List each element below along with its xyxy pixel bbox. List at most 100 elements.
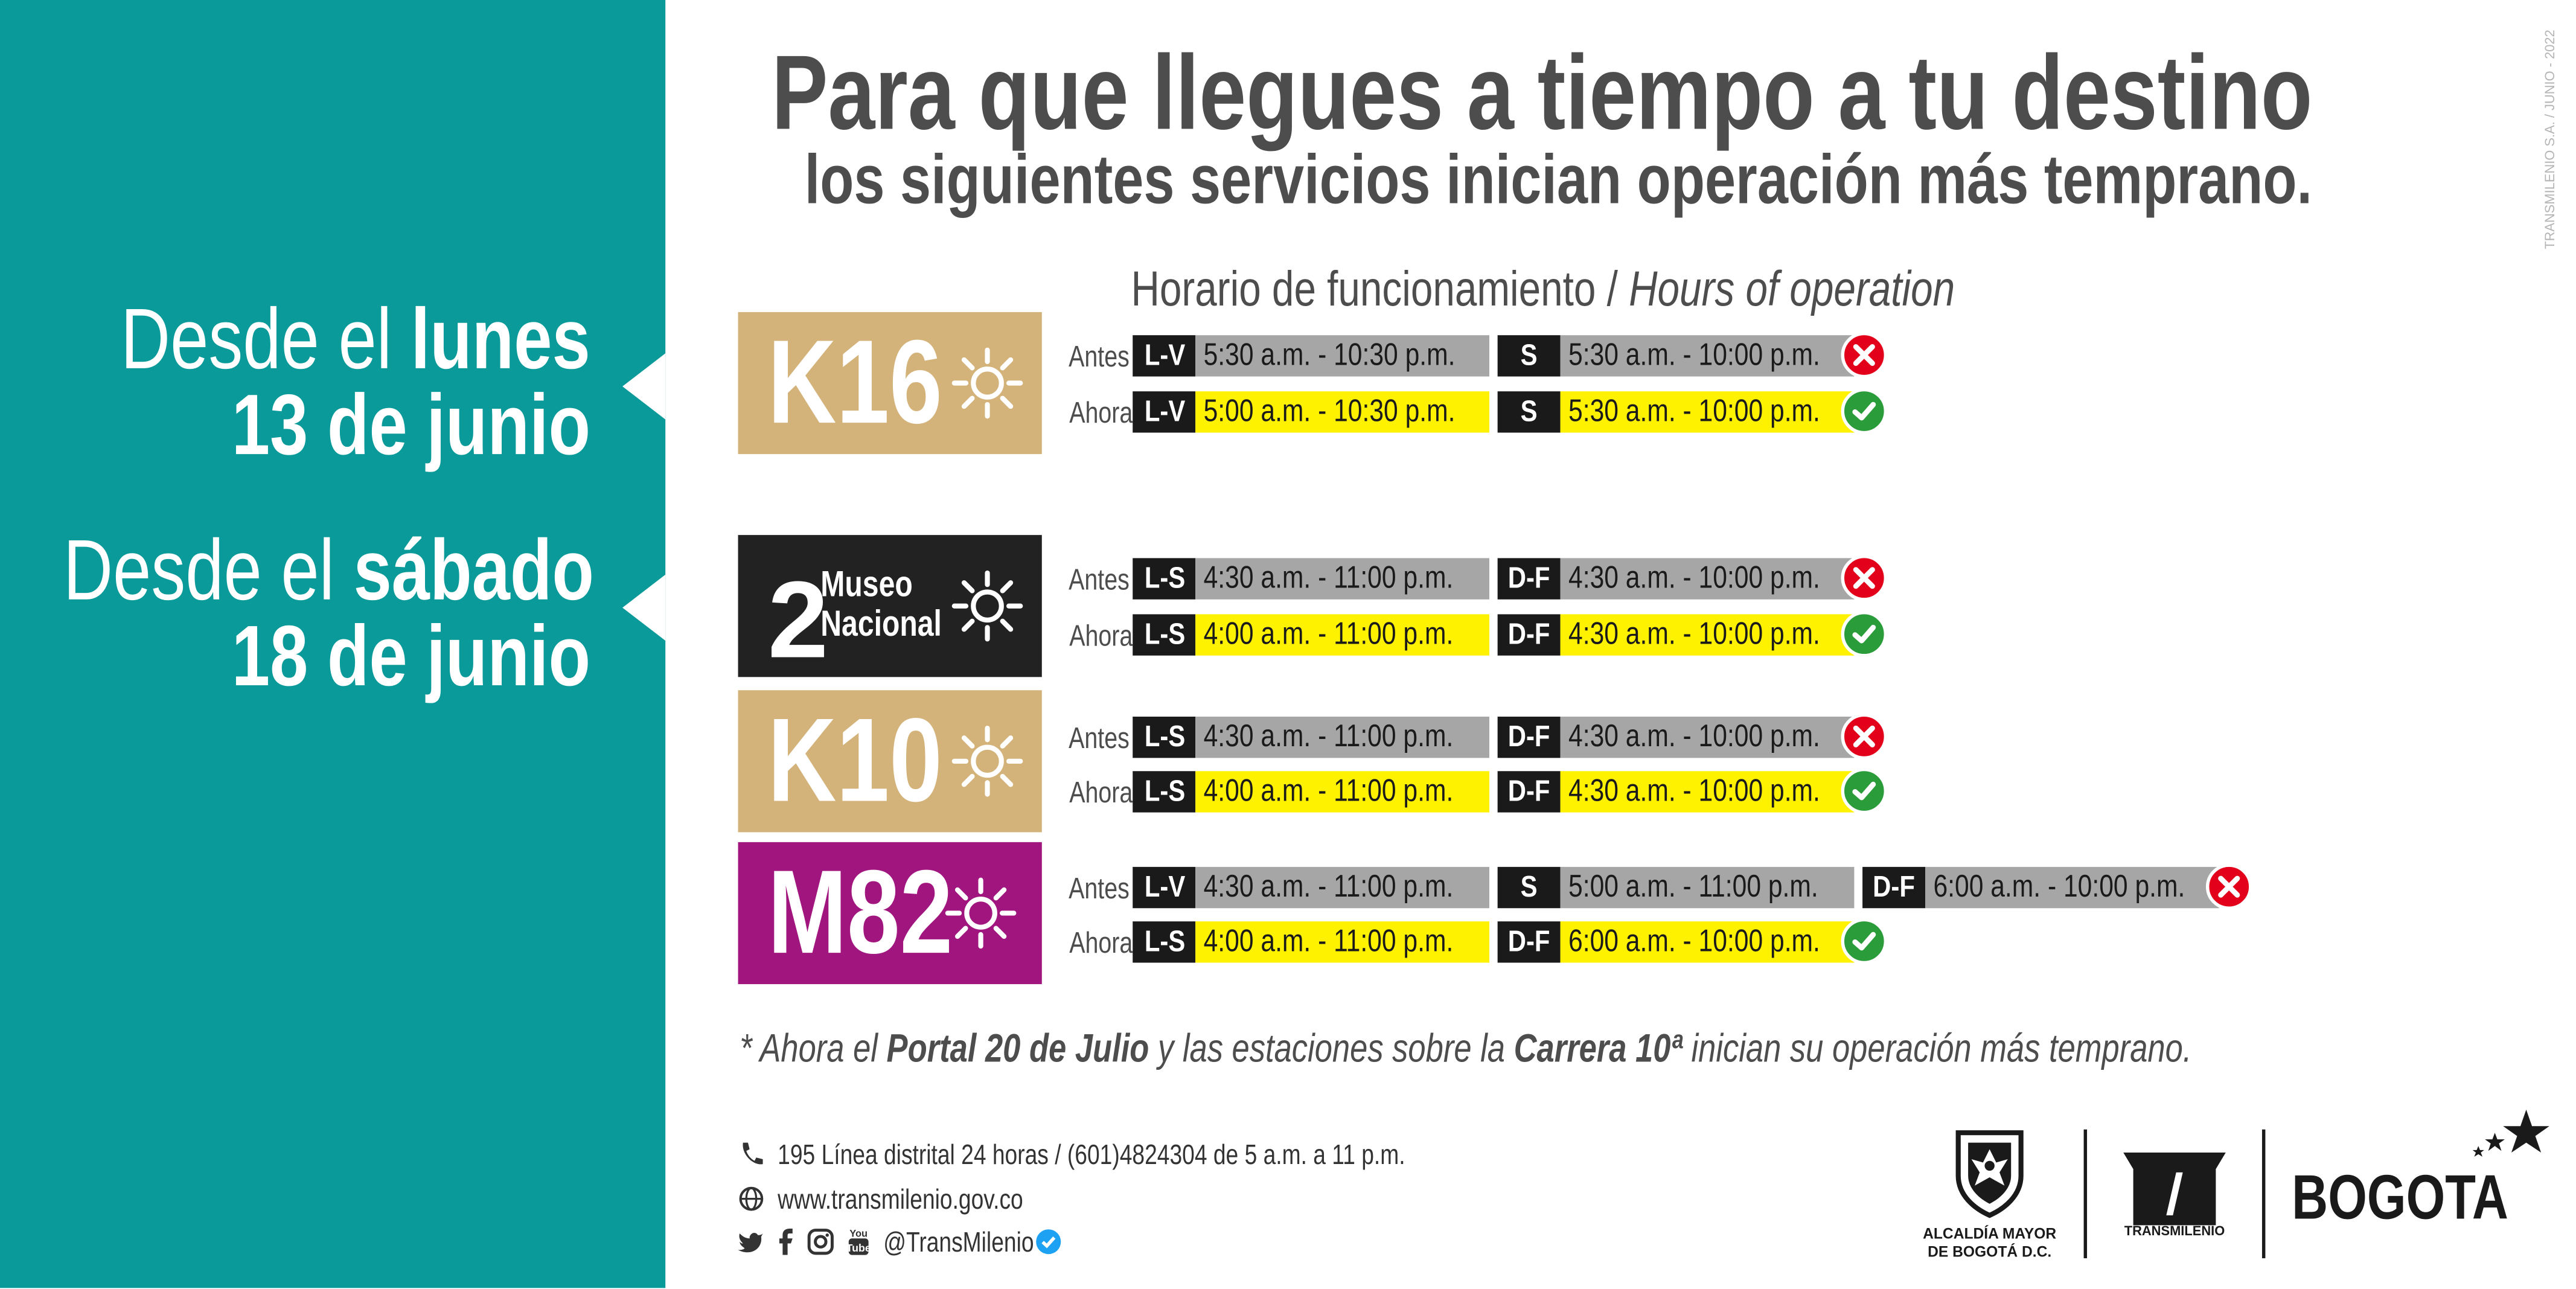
day-tag: L-S	[1133, 921, 1196, 963]
youtube-icon[interactable]: You Tube	[847, 1227, 870, 1256]
date2-block: Desde el sábado 18 de junio	[0, 528, 594, 705]
day-tag: D-F	[1862, 866, 1926, 909]
hours-bar-ahora: 5:30 a.m. - 10:00 p.m.	[1560, 391, 1855, 433]
hours-bar-antes: 4:30 a.m. - 10:00 p.m.	[1560, 558, 1855, 600]
website-link[interactable]: www.transmilenio.gov.co	[778, 1183, 1023, 1215]
sun-icon	[950, 723, 1026, 799]
watermark: TRANSMILENIO S.A. / JUNIO - 2022	[2542, 30, 2558, 249]
hours-bar-antes: 6:00 a.m. - 10:00 p.m.	[1925, 866, 2219, 909]
hours-bar-ahora: 4:00 a.m. - 11:00 p.m.	[1195, 921, 1489, 963]
transmilenio-mark-icon	[2123, 1153, 2226, 1226]
row-label-ahora: Ahora	[1069, 619, 1133, 653]
row-label-antes: Antes	[1069, 872, 1130, 905]
hours-bar-ahora: 4:30 a.m. - 10:00 p.m.	[1560, 771, 1855, 813]
row-label-ahora: Ahora	[1069, 396, 1133, 430]
phone-text: 195 Línea distrital 24 horas / (601)4824…	[778, 1139, 1405, 1171]
hours-bar-antes: 4:30 a.m. - 10:00 p.m.	[1560, 716, 1855, 758]
sun-icon	[950, 568, 1026, 644]
day-tag: D-F	[1497, 921, 1561, 963]
day-tag: L-S	[1133, 558, 1196, 600]
day-tag: L-S	[1133, 771, 1196, 813]
route-badge-k10: K10	[738, 690, 1042, 833]
row-label-antes: Antes	[1069, 563, 1130, 597]
route-badge-2: 2 Museo Nacional	[738, 535, 1042, 677]
date1-block: Desde el lunes 13 de junio	[0, 297, 591, 469]
date2-day: 18 de junio	[232, 609, 592, 705]
date2-pointer	[622, 574, 666, 641]
route-badge-k16: K16	[738, 312, 1042, 455]
page-subtitle: los siguientes servicios inician operaci…	[804, 140, 2312, 219]
date1-weekday: lunes	[411, 292, 592, 388]
svg-text:Tube: Tube	[847, 1242, 870, 1254]
day-tag: D-F	[1497, 614, 1561, 656]
sun-icon	[943, 875, 1019, 952]
bogota-wordmark: BOGOTA	[2292, 1164, 2508, 1234]
route-name-line2: Nacional	[820, 603, 942, 644]
date1-prefix: Desde el	[121, 292, 412, 388]
cross-icon	[2205, 863, 2252, 910]
cross-icon	[1841, 331, 1888, 379]
verified-icon	[1036, 1229, 1061, 1255]
hours-label: Horario de funcionamiento / Hours of ope…	[1131, 262, 1955, 318]
left-panel	[0, 0, 666, 1288]
day-tag: D-F	[1497, 558, 1561, 600]
day-tag: D-F	[1497, 716, 1561, 758]
route-code: K16	[767, 317, 942, 449]
facebook-icon[interactable]	[778, 1228, 794, 1255]
alcaldia-line1: ALCALDÍA MAYOR	[1923, 1225, 2057, 1242]
hours-bar-antes: 5:30 a.m. - 10:00 p.m.	[1560, 335, 1855, 377]
transmilenio-logo: TRANSMILENIO	[2117, 1146, 2232, 1249]
route-name-line1: Museo	[820, 563, 913, 605]
phone-icon	[743, 1142, 763, 1165]
logo-divider	[2261, 1129, 2266, 1259]
check-icon	[1841, 918, 1888, 965]
row-label-antes: Antes	[1069, 721, 1130, 755]
date1-day: 13 de junio	[232, 378, 592, 474]
hours-bar-antes: 5:30 a.m. - 10:30 p.m.	[1195, 335, 1489, 377]
row-label-ahora: Ahora	[1069, 776, 1133, 810]
star-icon	[2472, 1109, 2549, 1157]
route-code: K10	[767, 695, 942, 828]
hours-bar-antes: 4:30 a.m. - 11:00 p.m.	[1195, 866, 1489, 909]
hours-bar-ahora: 5:00 a.m. - 10:30 p.m.	[1195, 391, 1489, 433]
day-tag: L-S	[1133, 614, 1196, 656]
transmilenio-wordmark: TRANSMILENIO	[2124, 1223, 2225, 1239]
footnote: * Ahora el Portal 20 de Julio y las esta…	[740, 1027, 2192, 1072]
alcaldia-line2: DE BOGOTÁ D.C.	[1928, 1243, 2052, 1260]
page-title: Para que llegues a tiempo a tu destino	[770, 33, 2312, 152]
alcaldia-logo: ALCALDÍA MAYOR DE BOGOTÁ D.C.	[1916, 1126, 2064, 1268]
hours-bar-antes: 5:00 a.m. - 11:00 p.m.	[1560, 866, 1855, 909]
hours-bar-antes: 4:30 a.m. - 11:00 p.m.	[1195, 716, 1489, 758]
day-tag: S	[1497, 391, 1561, 433]
day-tag: S	[1497, 866, 1561, 909]
social-handle[interactable]: @TransMilenio	[883, 1227, 1034, 1259]
sun-icon	[951, 347, 1023, 419]
coat-of-arms-icon	[1955, 1130, 2024, 1218]
instagram-icon[interactable]	[807, 1229, 834, 1255]
day-tag: L-V	[1133, 335, 1196, 377]
sun-icon	[945, 877, 1017, 949]
date1-pointer	[622, 353, 666, 420]
day-tag: L-V	[1133, 866, 1196, 909]
check-icon	[1841, 388, 1888, 435]
route-number: 2	[767, 558, 829, 680]
hours-bar-ahora: 6:00 a.m. - 10:00 p.m.	[1560, 921, 1855, 963]
hours-bar-ahora: 4:00 a.m. - 11:00 p.m.	[1195, 771, 1489, 813]
row-label-ahora: Ahora	[1069, 926, 1133, 960]
day-tag: S	[1497, 335, 1561, 377]
twitter-icon[interactable]	[738, 1230, 765, 1253]
date2-weekday: sábado	[353, 523, 594, 619]
row-label-antes: Antes	[1069, 340, 1130, 374]
logo-divider	[2083, 1129, 2088, 1259]
sun-icon	[950, 345, 1026, 421]
cross-icon	[1841, 554, 1888, 601]
hours-bar-antes: 4:30 a.m. - 11:00 p.m.	[1195, 558, 1489, 600]
route-code: M82	[767, 847, 953, 979]
check-icon	[1841, 610, 1888, 657]
day-tag: L-S	[1133, 716, 1196, 758]
hours-bar-ahora: 4:30 a.m. - 10:00 p.m.	[1560, 614, 1855, 656]
day-tag: D-F	[1497, 771, 1561, 813]
sun-icon	[951, 570, 1023, 642]
route-badge-m82: M82	[738, 842, 1042, 985]
